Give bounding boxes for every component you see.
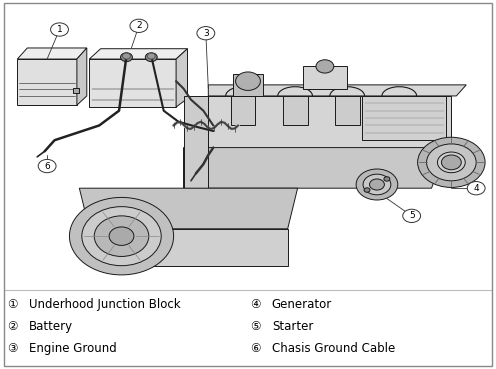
Polygon shape: [303, 66, 347, 89]
Polygon shape: [283, 96, 308, 125]
Circle shape: [356, 169, 398, 200]
Text: Underhood Junction Block: Underhood Junction Block: [29, 298, 181, 311]
Polygon shape: [176, 49, 187, 107]
Text: ①: ①: [7, 298, 18, 311]
Text: Engine Ground: Engine Ground: [29, 342, 117, 355]
Circle shape: [109, 227, 134, 245]
Circle shape: [441, 155, 461, 170]
Polygon shape: [184, 148, 446, 188]
Polygon shape: [77, 48, 87, 105]
Text: Chasis Ground Cable: Chasis Ground Cable: [272, 342, 395, 355]
Text: ⑥: ⑥: [250, 342, 261, 355]
Circle shape: [427, 144, 476, 181]
Circle shape: [363, 174, 391, 195]
Polygon shape: [89, 49, 187, 59]
Circle shape: [123, 53, 130, 59]
Circle shape: [38, 159, 56, 173]
Bar: [4, 3, 492, 290]
Polygon shape: [233, 74, 263, 96]
Polygon shape: [362, 96, 446, 140]
Circle shape: [51, 23, 68, 36]
Circle shape: [121, 53, 132, 62]
Circle shape: [384, 177, 390, 181]
Polygon shape: [17, 48, 87, 59]
Circle shape: [236, 72, 260, 90]
Text: ⑤: ⑤: [250, 320, 261, 333]
Circle shape: [403, 209, 421, 223]
Circle shape: [316, 60, 334, 73]
Circle shape: [437, 152, 465, 173]
Circle shape: [145, 53, 157, 62]
Polygon shape: [17, 59, 77, 105]
Text: Battery: Battery: [29, 320, 73, 333]
Circle shape: [364, 188, 370, 192]
Text: 5: 5: [409, 211, 415, 220]
Circle shape: [69, 197, 174, 275]
Polygon shape: [335, 96, 360, 125]
Circle shape: [94, 216, 149, 256]
Polygon shape: [184, 96, 208, 188]
Polygon shape: [73, 88, 79, 93]
Text: ④: ④: [250, 298, 261, 311]
Text: Starter: Starter: [272, 320, 313, 333]
Polygon shape: [79, 188, 298, 229]
Polygon shape: [208, 85, 466, 96]
Text: ②: ②: [7, 320, 18, 333]
Polygon shape: [231, 96, 255, 125]
Text: 2: 2: [136, 21, 142, 30]
Text: ③: ③: [7, 342, 18, 355]
Circle shape: [467, 182, 485, 195]
Text: 3: 3: [203, 29, 209, 38]
Circle shape: [130, 19, 148, 32]
Circle shape: [82, 207, 161, 266]
Text: 6: 6: [44, 162, 50, 170]
Polygon shape: [208, 96, 451, 148]
Circle shape: [418, 137, 485, 187]
Polygon shape: [89, 59, 176, 107]
Text: Generator: Generator: [272, 298, 332, 311]
Polygon shape: [387, 96, 412, 125]
Text: 4: 4: [473, 184, 479, 193]
Polygon shape: [89, 229, 288, 266]
Circle shape: [147, 53, 155, 59]
Text: 1: 1: [57, 25, 62, 34]
Circle shape: [197, 27, 215, 40]
Circle shape: [370, 179, 384, 190]
